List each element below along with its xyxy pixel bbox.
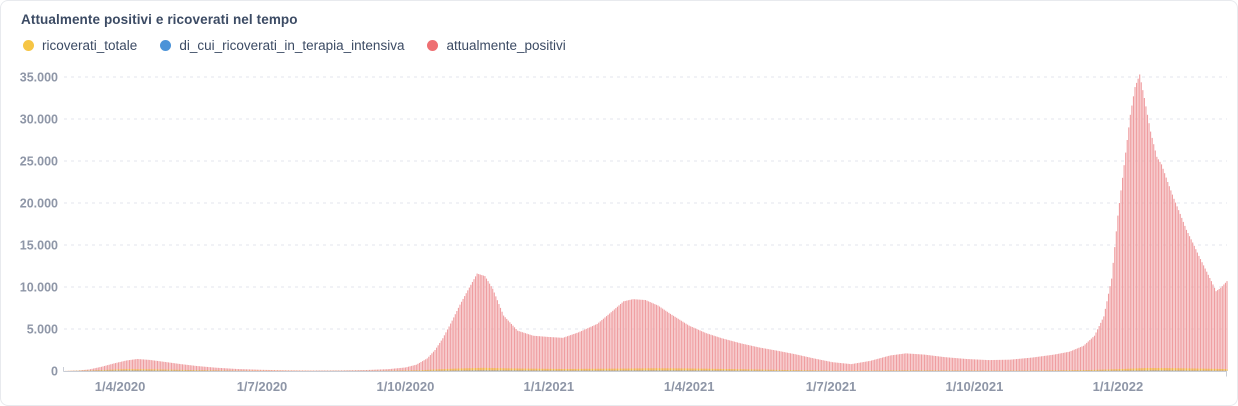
chart-title: Attualmente positivi e ricoverati nel te…: [21, 12, 298, 27]
y-tick-label: 10.000: [20, 281, 58, 295]
y-tick-label: 0: [51, 365, 58, 379]
x-tick-label: 1/4/2021: [664, 379, 715, 394]
legend-dot-icon: [23, 40, 34, 51]
chart-legend: ricoverati_totale di_cui_ricoverati_in_te…: [23, 38, 566, 53]
x-tick-label: 1/10/2020: [376, 379, 434, 394]
x-axis-labels: 1/4/2020 1/7/2020 1/10/2020 1/1/2021 1/4/202…: [95, 379, 1143, 394]
y-tick-label: 30.000: [20, 113, 58, 127]
legend-dot-icon: [427, 40, 439, 51]
legend-item-label: ricoverati_totale: [42, 38, 138, 53]
bars-ricoverati_totale: [65, 367, 1228, 371]
bars-attualmente_positivi: [65, 74, 1228, 372]
x-tick-label: 1/7/2020: [237, 379, 288, 394]
y-gridlines: [64, 76, 1227, 330]
x-tick-label: 1/1/2021: [523, 379, 574, 394]
x-tick-label: 1/1/2022: [1093, 379, 1144, 394]
y-tick-label: 20.000: [20, 197, 58, 211]
y-tick-label: 25.000: [20, 155, 58, 169]
legend-item-di_cui_ricoverati_in_terapia_intensiva[interactable]: di_cui_ricoverati_in_terapia_intensiva: [160, 38, 404, 53]
x-tick-label: 1/4/2020: [95, 379, 146, 394]
legend-item-label: di_cui_ricoverati_in_terapia_intensiva: [179, 38, 405, 53]
x-tick-label: 1/10/2021: [945, 379, 1003, 394]
legend-item-attualmente_positivi[interactable]: attualmente_positivi: [427, 38, 566, 53]
y-tick-label: 15.000: [20, 239, 58, 253]
x-axis: [63, 367, 1227, 377]
legend-item-ricoverati_totale[interactable]: ricoverati_totale: [23, 38, 137, 53]
y-tick-label: 5.000: [27, 323, 58, 337]
y-axis-labels: 0 5.000 10.000 15.000 20.000 25.000 30.000 35.0…: [20, 71, 58, 379]
legend-dot-icon: [160, 40, 172, 51]
legend-item-label: attualmente_positivi: [446, 38, 566, 53]
x-tick-label: 1/7/2021: [806, 379, 857, 394]
y-tick-label: 35.000: [20, 71, 58, 85]
